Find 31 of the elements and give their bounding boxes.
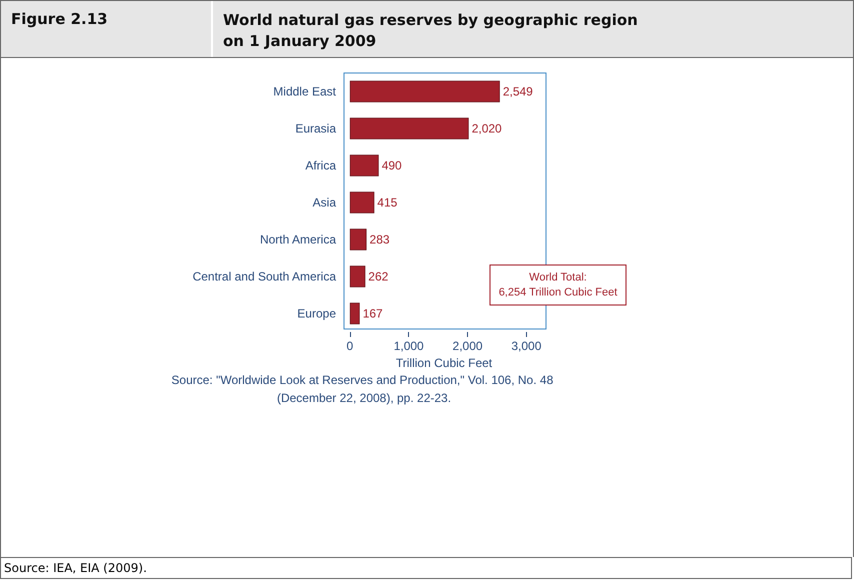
data-label: 490 xyxy=(382,158,402,172)
y-tick-label: Europe xyxy=(297,306,336,320)
bar xyxy=(350,266,366,288)
data-label: 167 xyxy=(362,306,384,320)
data-label: 262 xyxy=(368,270,389,284)
source-note: Source: IEA, EIA (2009). xyxy=(0,557,852,579)
bar xyxy=(350,228,367,250)
x-tick-label: 3,000 xyxy=(511,339,542,353)
y-tick-label: Asia xyxy=(312,196,336,210)
annotation: World Total: 6,254 Trillion Cubic Feet xyxy=(498,272,618,298)
bar xyxy=(350,80,500,102)
y-tick-label: Middle East xyxy=(273,84,337,98)
chart-title: World natural gas reserves by geographic region on 1 January 2009 xyxy=(222,10,639,52)
x-tick-label: 1,000 xyxy=(394,339,424,353)
y-tick-label: North America xyxy=(260,232,336,246)
x-tick-label: 2,000 xyxy=(452,339,483,353)
bar xyxy=(350,302,360,324)
bar xyxy=(350,154,379,176)
bar xyxy=(350,192,374,214)
y-tick-label: Africa xyxy=(305,158,336,172)
y-tick-label: Central and South America xyxy=(192,270,336,284)
data-label: 2,549 xyxy=(502,84,534,98)
x-tick-label: 0 xyxy=(346,339,354,353)
data-label: 2,020 xyxy=(472,122,502,136)
data-label: 415 xyxy=(377,196,398,210)
data-label: 283 xyxy=(370,232,390,246)
source-note: Source: "Worldwide Look at Reserves and Production," Vol. 106, No. 48 (December 22, 2008), pp. 22-23. xyxy=(171,373,557,405)
bar xyxy=(350,118,469,140)
text: Figure 2.13 xyxy=(1,1,213,57)
y-tick-label: Eurasia xyxy=(295,122,336,136)
x-axis-title: Trillion Cubic Feet xyxy=(396,356,493,370)
